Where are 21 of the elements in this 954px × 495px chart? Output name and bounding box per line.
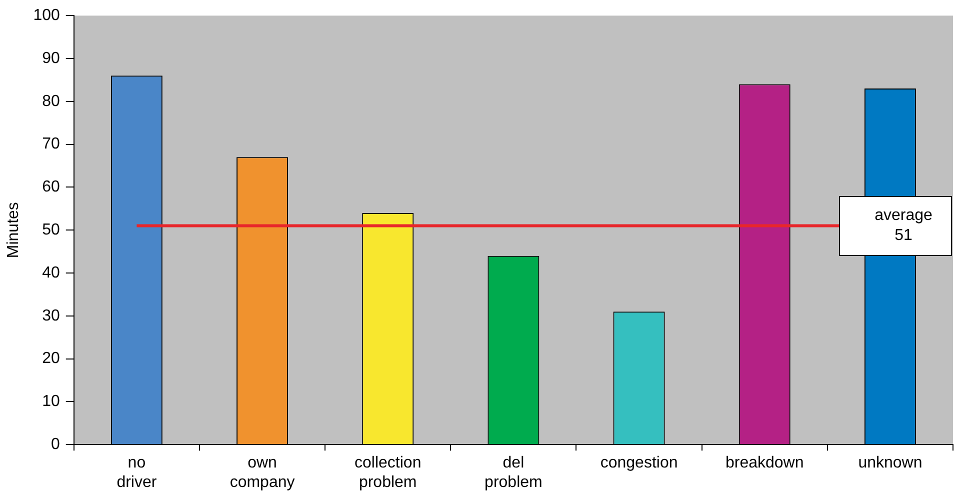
- y-tick-label: 90: [42, 50, 60, 67]
- y-axis-title: Minutes: [5, 202, 22, 258]
- x-tick-label: del problem: [484, 454, 542, 491]
- y-tick-label: 60: [42, 178, 60, 196]
- ref-line-label: average 51: [874, 206, 934, 246]
- x-tick-label: no driver: [116, 454, 158, 491]
- y-tick-label: 70: [42, 136, 60, 153]
- y-tick-label: 40: [42, 264, 60, 282]
- x-tick-label: own company: [230, 454, 295, 491]
- y-tick-label: 80: [42, 92, 60, 110]
- x-tick-label: collection problem: [354, 454, 422, 491]
- y-tick-label: 10: [42, 393, 60, 410]
- y-tick-label: 0: [50, 436, 60, 454]
- y-tick-label: 100: [33, 7, 60, 24]
- label-box: average 51: [839, 196, 952, 256]
- x-tick-label: breakdown: [725, 454, 804, 472]
- y-tick-label: 50: [42, 222, 60, 239]
- y-tick-label: 20: [42, 350, 60, 368]
- y-tick-label: 30: [42, 307, 60, 324]
- x-tick-label: congestion: [600, 454, 678, 472]
- x-tick-label: unknown: [858, 454, 922, 472]
